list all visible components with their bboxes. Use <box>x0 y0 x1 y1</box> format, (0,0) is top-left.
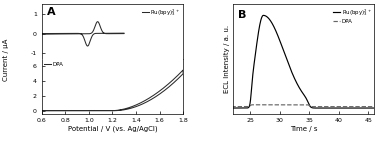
DPA <box>342 106 347 107</box>
DPA <box>296 104 300 106</box>
Line: DPA: DPA <box>233 105 374 108</box>
Ru(bpy)$_3^{2+}$ <box>368 107 372 109</box>
Text: B: B <box>239 10 247 20</box>
X-axis label: Time / s: Time / s <box>290 126 317 131</box>
Ru(bpy)$_3^{2+}$ <box>231 107 235 109</box>
Ru(bpy)$_3^{2+}$ <box>296 84 300 86</box>
Ru(bpy)$_3^{2+}$ <box>299 91 304 92</box>
DPA <box>299 104 304 106</box>
DPA <box>231 107 235 109</box>
Legend: DPA: DPA <box>42 59 66 69</box>
Text: A: A <box>47 7 56 17</box>
Y-axis label: ECL Intensity / a. u.: ECL Intensity / a. u. <box>224 25 230 93</box>
Ru(bpy)$_3^{2+}$ <box>261 14 266 16</box>
DPA <box>368 106 372 107</box>
Ru(bpy)$_3^{2+}$ <box>368 107 372 109</box>
Ru(bpy)$_3^{2+}$ <box>342 107 347 109</box>
DPA <box>238 106 242 107</box>
Ru(bpy)$_3^{2+}$ <box>372 107 376 109</box>
Legend: Ru(bpy)$_3^{2+}$: Ru(bpy)$_3^{2+}$ <box>140 5 183 20</box>
Line: Ru(bpy)$_3^{2+}$: Ru(bpy)$_3^{2+}$ <box>233 15 374 108</box>
DPA <box>263 104 267 106</box>
DPA <box>368 106 372 107</box>
Legend: Ru(bpy)$_3^{2+}$, DPA: Ru(bpy)$_3^{2+}$, DPA <box>331 5 374 26</box>
Ru(bpy)$_3^{2+}$ <box>238 107 242 109</box>
X-axis label: Potential / V (vs. Ag/AgCl): Potential / V (vs. Ag/AgCl) <box>68 126 157 132</box>
Text: Current / μA: Current / μA <box>3 38 9 81</box>
DPA <box>372 106 376 107</box>
